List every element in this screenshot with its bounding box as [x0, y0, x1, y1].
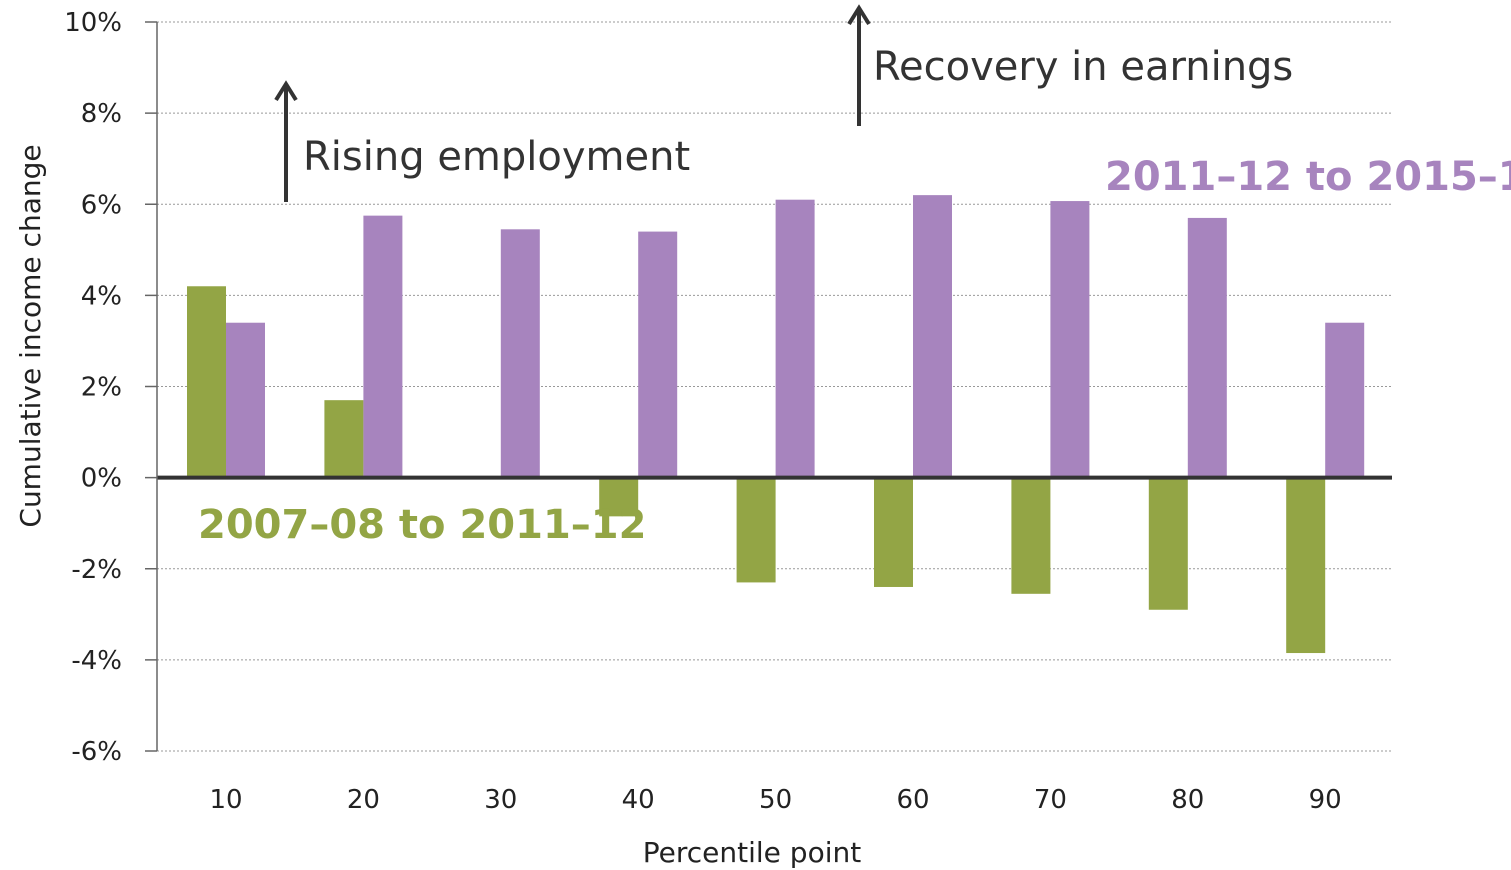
bar-series-1-70: [1011, 477, 1051, 594]
y-tick-label: -2%: [71, 555, 122, 585]
bar-series-1-80: [1148, 477, 1188, 610]
series-label-2007-2012: 2007–08 to 2011–12: [198, 502, 646, 548]
x-tick-labels: 10 20 30 40 50 60 70 80 90: [209, 785, 1341, 815]
bar-series-1-40: [599, 477, 639, 517]
series-label-2011-2016: 2011–12 to 2015–16: [1105, 154, 1511, 200]
y-tick-label: 2%: [81, 373, 122, 403]
y-tick-label: -4%: [71, 646, 122, 676]
y-tick-label: 4%: [81, 281, 122, 311]
annotation-text: Rising employment: [303, 134, 690, 180]
annotation-rising-employment: Rising employment: [274, 80, 690, 202]
x-tick-label: 40: [622, 785, 655, 815]
up-arrow-head-icon: [847, 4, 871, 26]
x-axis-title: Percentile point: [643, 836, 861, 869]
x-tick-label: 90: [1309, 785, 1342, 815]
bars: [187, 195, 1365, 654]
bar-series-2-10: [226, 322, 265, 478]
y-tick-label: 0%: [81, 464, 122, 494]
bar-series-2-30: [500, 229, 540, 478]
annotation-text: Recovery in earnings: [873, 44, 1293, 90]
bar-series-2-50: [775, 199, 815, 478]
bar-series-1-50: [736, 477, 776, 583]
y-tick-label: 8%: [81, 99, 122, 129]
y-tick-label: 10%: [64, 8, 122, 38]
bar-series-2-20: [363, 215, 403, 478]
y-axis-title: Cumulative income change: [14, 144, 47, 527]
bar-series-1-20: [324, 400, 364, 478]
x-tick-label: 50: [759, 785, 792, 815]
x-tick-label: 60: [896, 785, 929, 815]
y-tick-label: 6%: [81, 190, 122, 220]
bar-series-2-40: [638, 231, 678, 478]
x-tick-label: 70: [1034, 785, 1067, 815]
y-tick-labels: 10% 8% 6% 4% 2% 0% -2% -4% -6%: [64, 8, 122, 767]
x-tick-label: 10: [209, 785, 242, 815]
bar-series-2-70: [1050, 201, 1090, 478]
x-tick-label: 20: [347, 785, 380, 815]
bar-series-2-80: [1187, 217, 1227, 478]
bar-series-2-60: [913, 195, 952, 478]
x-tick-label: 80: [1171, 785, 1204, 815]
bar-series-2-90: [1325, 322, 1365, 478]
bar-series-1-60: [874, 477, 913, 587]
x-tick-label: 30: [484, 785, 517, 815]
annotation-recovery-in-earnings: Recovery in earnings: [847, 4, 1293, 126]
up-arrow-head-icon: [274, 80, 298, 102]
bar-series-1-90: [1286, 477, 1326, 654]
y-tick-label: -6%: [71, 737, 122, 767]
bar-series-1-10: [187, 286, 226, 478]
